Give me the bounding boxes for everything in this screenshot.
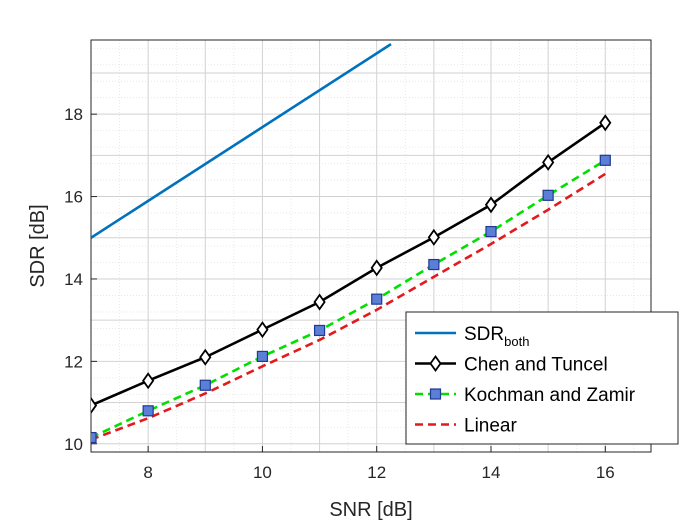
legend-entry-linear: Linear	[415, 416, 517, 437]
series-linear	[91, 172, 606, 441]
y-tick-label: 18	[64, 105, 83, 124]
data-point-kochman-and-zamir	[199, 379, 211, 391]
data-point-chen-and-tuncel	[427, 228, 440, 246]
legend-label-subscript: both	[504, 334, 529, 349]
series-layer	[91, 43, 612, 444]
legend-entry-kochman-and-zamir: Kochman and Zamir	[415, 385, 636, 406]
x-tick-label: 8	[143, 463, 152, 482]
series-sdr-both	[91, 43, 392, 239]
y-tick-label: 12	[64, 352, 83, 371]
data-point-chen-and-tuncel	[91, 396, 98, 414]
legend-marker	[429, 354, 442, 373]
x-axis-label: SNR [dB]	[329, 499, 412, 521]
data-point-kochman-and-zamir	[256, 350, 269, 363]
data-point-kochman-and-zamir	[371, 293, 383, 305]
y-tick-label: 16	[64, 188, 83, 207]
y-axis-label: SDR [dB]	[27, 204, 49, 287]
x-tick-label: 10	[253, 463, 272, 482]
data-point-chen-and-tuncel	[370, 259, 383, 277]
series-line-sdr-both	[91, 43, 392, 239]
data-point-chen-and-tuncel	[256, 321, 269, 339]
legend: SDRboth Chen and Tuncel Kochman and Zamir L…	[405, 311, 679, 445]
legend-entry-sdr-both: SDRboth	[415, 324, 529, 349]
plot-area-frame	[90, 39, 652, 453]
tick-labels: 8 10 12 14 16 10 12 14 16 18	[64, 105, 615, 482]
series-line-linear	[91, 172, 606, 441]
series-chen-and-tuncel	[91, 114, 612, 414]
legend-marker	[429, 388, 442, 400]
x-tick-label: 12	[367, 463, 386, 482]
data-point-chen-and-tuncel	[142, 372, 155, 390]
data-point-chen-and-tuncel	[313, 293, 326, 311]
data-point-kochman-and-zamir	[542, 189, 554, 201]
legend-label: Chen and Tuncel	[464, 355, 608, 376]
data-point-chen-and-tuncel	[199, 348, 212, 366]
series-line-kochman-and-zamir	[91, 159, 606, 439]
legend-entry-chen-and-tuncel: Chen and Tuncel	[415, 355, 608, 376]
data-point-kochman-and-zamir	[428, 258, 440, 271]
data-point-chen-and-tuncel	[484, 196, 498, 214]
x-tick-label: 16	[596, 463, 615, 482]
series-line-chen-and-tuncel	[91, 121, 607, 407]
y-tick-label: 14	[64, 270, 83, 289]
series-kochman-and-zamir	[91, 154, 611, 444]
data-point-kochman-and-zamir	[142, 405, 154, 417]
data-point-kochman-and-zamir	[91, 431, 97, 444]
data-point-kochman-and-zamir	[485, 225, 497, 238]
data-point-chen-and-tuncel	[542, 153, 555, 171]
data-point-kochman-and-zamir	[599, 154, 611, 166]
y-tick-label: 10	[64, 435, 83, 454]
x-tick-label: 14	[482, 463, 501, 482]
data-point-chen-and-tuncel	[599, 114, 612, 132]
legend-label: Kochman and Zamir	[464, 385, 636, 406]
data-point-kochman-and-zamir	[313, 324, 326, 337]
legend-label: Linear	[464, 416, 517, 437]
